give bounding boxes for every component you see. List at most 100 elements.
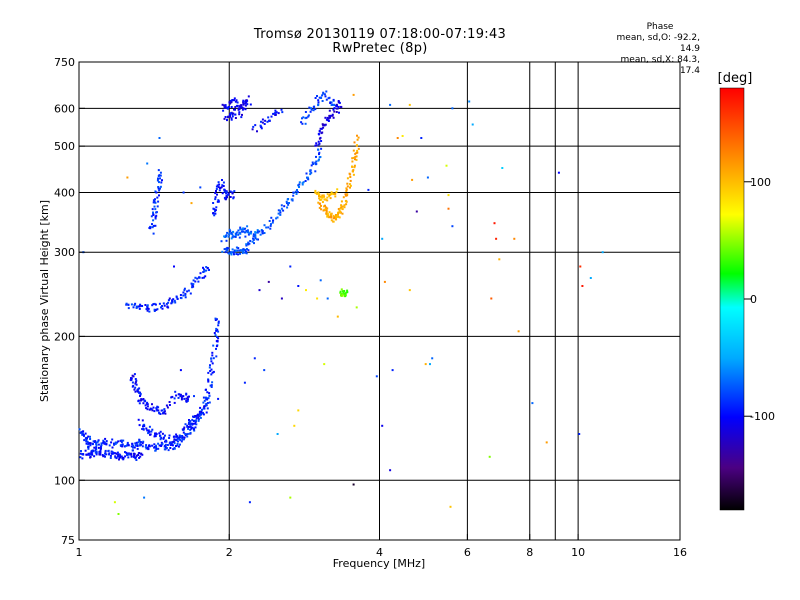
- data-point: [156, 308, 159, 311]
- data-point: [186, 435, 189, 438]
- data-point: [205, 269, 207, 272]
- data-point: [291, 198, 294, 201]
- data-point: [333, 110, 336, 113]
- data-point: [209, 384, 212, 387]
- data-point: [117, 455, 119, 458]
- data-point: [317, 159, 320, 162]
- data-point: [207, 269, 210, 271]
- data-point: [325, 209, 328, 212]
- data-point: [126, 176, 129, 179]
- data-point: [182, 395, 185, 398]
- data-point: [182, 438, 185, 441]
- data-point: [245, 252, 248, 255]
- data-point: [189, 428, 192, 431]
- data-point: [333, 192, 336, 195]
- data-point: [281, 111, 284, 114]
- data-point: [211, 371, 214, 374]
- data-point: [329, 197, 332, 200]
- data-point: [169, 442, 172, 445]
- data-point: [115, 457, 118, 460]
- data-point: [328, 194, 331, 197]
- data-point: [235, 231, 238, 234]
- data-point: [340, 204, 343, 207]
- data-point: [138, 424, 141, 427]
- data-point: [317, 148, 320, 151]
- data-point: [343, 204, 346, 207]
- data-point: [346, 193, 349, 196]
- data-point: [134, 457, 137, 460]
- data-point: [168, 297, 171, 300]
- data-point: [246, 103, 249, 106]
- data-point: [325, 98, 328, 101]
- data-point: [344, 200, 347, 202]
- data-point: [309, 173, 312, 176]
- data-point: [275, 217, 278, 220]
- data-point: [230, 251, 233, 254]
- data-point: [268, 119, 271, 122]
- data-point: [490, 297, 493, 300]
- data-point: [133, 388, 136, 391]
- data-point: [327, 117, 330, 120]
- data-point: [95, 446, 98, 449]
- data-point: [224, 198, 227, 200]
- data-point: [205, 266, 208, 268]
- data-point: [501, 167, 504, 169]
- data-point: [153, 446, 156, 448]
- data-point: [326, 193, 329, 196]
- data-point: [263, 369, 266, 372]
- data-point: [153, 308, 156, 311]
- data-point: [87, 435, 90, 438]
- data-point: [179, 369, 182, 372]
- data-point: [206, 391, 209, 394]
- data-point: [230, 253, 233, 256]
- data-point: [277, 209, 280, 212]
- data-point: [272, 219, 275, 222]
- data-point: [137, 454, 140, 456]
- data-point: [102, 455, 105, 458]
- data-point: [226, 231, 229, 234]
- data-point: [214, 334, 217, 337]
- data-point: [190, 282, 193, 285]
- data-point: [226, 196, 228, 199]
- data-point: [254, 231, 257, 234]
- data-point: [184, 432, 187, 435]
- data-point: [147, 448, 150, 451]
- data-point: [488, 455, 491, 458]
- x-tick-label: 2: [226, 546, 233, 559]
- data-point: [179, 294, 182, 296]
- data-point: [276, 216, 279, 219]
- data-point: [215, 327, 218, 330]
- data-point: [254, 233, 257, 236]
- data-point: [517, 330, 520, 333]
- data-point: [280, 297, 283, 300]
- data-point: [210, 386, 213, 388]
- data-point: [117, 453, 120, 456]
- data-point: [324, 116, 327, 119]
- data-point: [134, 390, 137, 393]
- data-point: [215, 185, 218, 188]
- data-point: [126, 441, 129, 444]
- data-point: [180, 297, 183, 300]
- data-point: [191, 418, 194, 421]
- data-point: [176, 436, 179, 439]
- data-point: [187, 422, 190, 425]
- data-point: [229, 230, 232, 233]
- data-point: [210, 360, 213, 363]
- data-point: [336, 214, 339, 217]
- data-point: [215, 206, 218, 209]
- data-point: [280, 207, 283, 210]
- data-point: [318, 133, 321, 136]
- data-point: [189, 292, 192, 295]
- data-point: [346, 194, 349, 197]
- data-point: [254, 237, 257, 240]
- colorbar: [719, 87, 745, 511]
- data-point: [279, 213, 282, 216]
- data-point: [134, 386, 137, 389]
- data-point: [85, 436, 88, 439]
- data-point: [317, 101, 320, 104]
- data-point: [317, 140, 320, 143]
- data-point: [104, 452, 106, 455]
- data-point: [80, 431, 83, 434]
- data-point: [357, 147, 360, 150]
- data-point: [153, 310, 156, 312]
